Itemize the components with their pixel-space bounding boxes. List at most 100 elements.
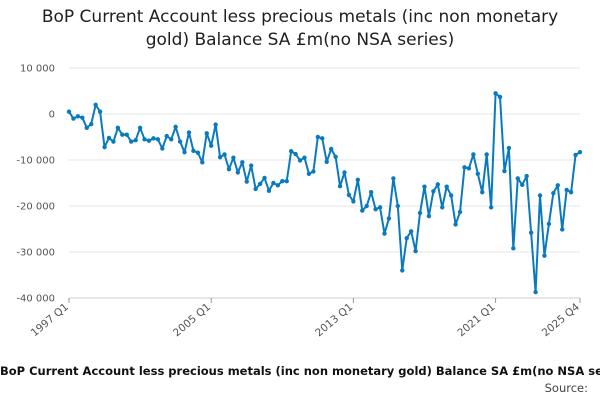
data-point[interactable] — [111, 139, 116, 144]
data-point[interactable] — [71, 116, 76, 121]
data-point[interactable] — [444, 184, 449, 189]
data-point[interactable] — [377, 205, 383, 210]
data-point[interactable] — [515, 176, 520, 181]
data-point[interactable] — [311, 169, 316, 174]
data-point[interactable] — [497, 94, 503, 100]
data-point[interactable] — [328, 146, 334, 152]
data-point[interactable] — [426, 213, 432, 219]
data-point[interactable] — [93, 102, 98, 108]
data-point[interactable] — [422, 184, 427, 189]
data-point[interactable] — [284, 178, 289, 184]
data-point[interactable] — [293, 151, 298, 157]
data-point[interactable] — [137, 125, 143, 130]
data-point[interactable] — [577, 149, 583, 155]
data-point[interactable] — [120, 132, 125, 137]
data-point[interactable] — [524, 173, 529, 179]
data-point[interactable] — [568, 190, 574, 195]
data-point[interactable] — [351, 199, 356, 204]
data-point[interactable] — [453, 222, 458, 227]
data-point[interactable] — [324, 159, 329, 165]
data-point[interactable] — [231, 155, 236, 160]
data-point[interactable] — [413, 248, 418, 254]
data-point[interactable] — [151, 136, 156, 141]
data-point[interactable] — [208, 143, 214, 148]
data-point[interactable] — [262, 175, 267, 181]
data-point[interactable] — [506, 145, 512, 151]
data-point[interactable] — [106, 135, 112, 141]
data-point[interactable] — [186, 130, 192, 135]
data-point[interactable] — [257, 181, 263, 187]
data-point[interactable] — [484, 152, 489, 157]
data-point[interactable] — [435, 182, 441, 187]
data-point[interactable] — [404, 236, 409, 241]
data-point[interactable] — [320, 136, 325, 141]
data-point[interactable] — [417, 210, 423, 216]
data-point[interactable] — [240, 160, 245, 165]
data-point[interactable] — [115, 125, 121, 130]
data-point[interactable] — [177, 139, 183, 144]
data-point[interactable] — [448, 193, 454, 198]
data-point[interactable] — [431, 189, 436, 194]
data-point[interactable] — [124, 132, 129, 137]
data-point[interactable] — [466, 166, 472, 171]
data-point[interactable] — [275, 183, 281, 188]
data-point[interactable] — [271, 180, 276, 186]
data-point[interactable] — [182, 149, 187, 155]
data-point[interactable] — [440, 205, 445, 210]
data-point[interactable] — [306, 171, 312, 176]
data-point[interactable] — [160, 146, 165, 151]
data-point[interactable] — [133, 138, 138, 143]
data-point[interactable] — [146, 138, 152, 143]
data-point[interactable] — [80, 115, 85, 120]
data-point[interactable] — [555, 183, 560, 188]
data-point[interactable] — [471, 152, 476, 157]
data-point[interactable] — [102, 144, 107, 150]
data-point[interactable] — [204, 131, 209, 136]
data-point[interactable] — [169, 137, 174, 142]
data-point[interactable] — [346, 192, 352, 198]
data-point[interactable] — [551, 190, 556, 196]
data-point[interactable] — [382, 231, 387, 236]
data-point[interactable] — [173, 124, 178, 130]
data-point[interactable] — [537, 193, 543, 198]
data-point[interactable] — [457, 209, 463, 215]
data-point[interactable] — [542, 253, 547, 258]
data-point[interactable] — [391, 176, 396, 181]
data-point[interactable] — [360, 208, 365, 213]
data-point[interactable] — [400, 268, 405, 273]
data-point[interactable] — [297, 158, 303, 163]
data-point[interactable] — [395, 203, 401, 209]
data-point[interactable] — [488, 205, 494, 210]
data-point[interactable] — [386, 216, 392, 221]
data-point[interactable] — [560, 227, 565, 232]
data-point[interactable] — [248, 163, 254, 168]
data-point[interactable] — [511, 246, 516, 251]
data-point[interactable] — [195, 150, 201, 155]
data-point[interactable] — [288, 149, 294, 154]
data-point[interactable] — [191, 148, 196, 153]
data-point[interactable] — [75, 114, 81, 119]
data-point[interactable] — [475, 171, 480, 176]
data-point[interactable] — [520, 182, 525, 188]
data-point[interactable] — [355, 177, 361, 182]
data-point[interactable] — [480, 190, 485, 195]
data-point[interactable] — [235, 170, 241, 175]
data-point[interactable] — [342, 170, 347, 175]
data-point[interactable] — [84, 125, 89, 130]
data-point[interactable] — [164, 133, 169, 139]
data-point[interactable] — [217, 155, 223, 160]
data-point[interactable] — [462, 165, 467, 170]
data-point[interactable] — [564, 187, 569, 193]
data-point[interactable] — [373, 207, 378, 212]
data-point[interactable] — [226, 167, 232, 172]
data-point[interactable] — [266, 188, 272, 194]
data-point[interactable] — [493, 91, 498, 96]
data-point[interactable] — [502, 168, 507, 174]
data-point[interactable] — [253, 186, 258, 192]
data-point[interactable] — [533, 289, 538, 295]
data-point[interactable] — [364, 203, 369, 209]
data-point[interactable] — [129, 139, 134, 144]
data-point[interactable] — [155, 137, 161, 142]
data-point[interactable] — [333, 154, 338, 159]
data-point[interactable] — [222, 152, 227, 157]
